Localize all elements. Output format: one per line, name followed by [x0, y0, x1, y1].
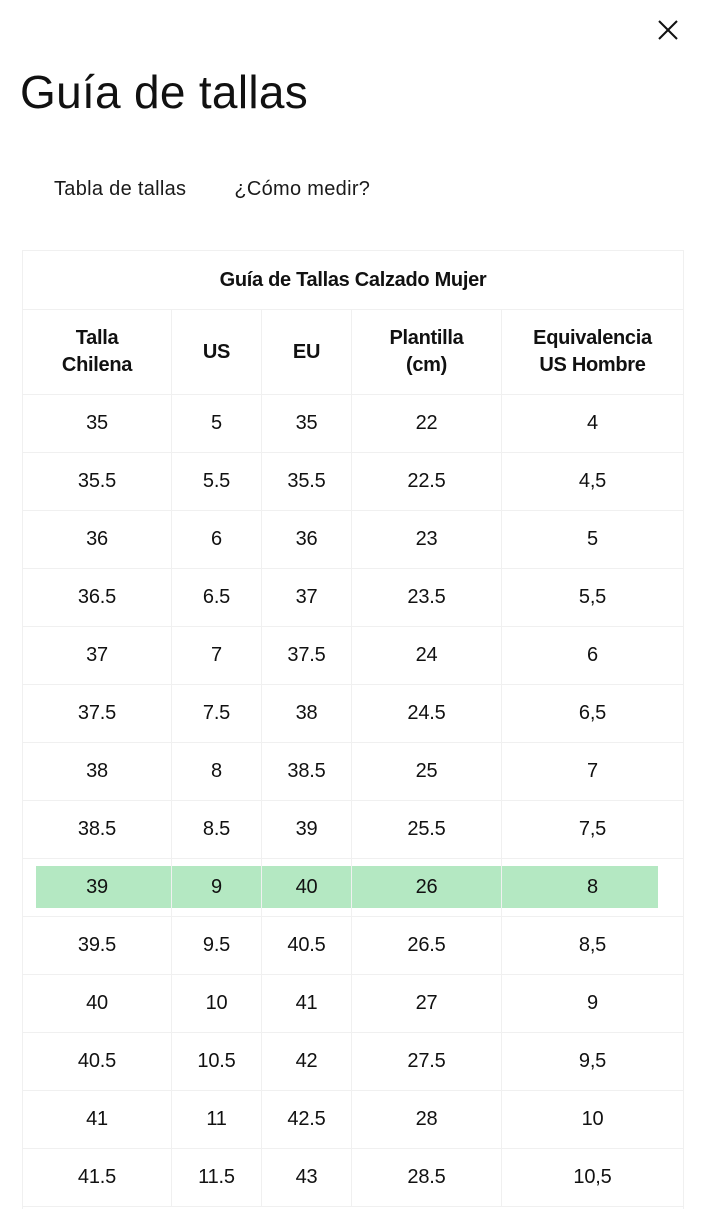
table-cell: 22	[352, 395, 502, 453]
table-cell: 8,5	[502, 917, 683, 975]
table-cell: 38	[262, 685, 352, 743]
table-cell: 35.5	[23, 453, 172, 511]
header-plantilla: Plantilla (cm)	[352, 310, 502, 395]
table-cell: 7,5	[502, 801, 683, 859]
table-cell: 11.5	[172, 1149, 262, 1207]
table-cell: 9.5	[172, 917, 262, 975]
table-cell: 28.5	[352, 1149, 502, 1207]
table-cell: 36.5	[23, 569, 172, 627]
table-cell: 6,5	[502, 685, 683, 743]
table-cell: 24.5	[352, 685, 502, 743]
table-cell: 26.5	[352, 917, 502, 975]
page-title: Guía de tallas	[20, 66, 309, 118]
table-cell: 7	[502, 743, 683, 801]
table-cell: 27	[352, 975, 502, 1033]
table-cell: 7	[172, 627, 262, 685]
table-cell: 8.5	[172, 801, 262, 859]
table-cell: 6	[172, 511, 262, 569]
size-table: Guía de Tallas Calzado Mujer Talla Chile…	[22, 250, 684, 1209]
table-cell: 25	[352, 743, 502, 801]
tab-how-to-measure[interactable]: ¿Cómo medir?	[234, 178, 371, 200]
header-eu: EU	[262, 310, 352, 395]
table-cell: 24	[352, 627, 502, 685]
table-cell: 10	[172, 975, 262, 1033]
table-cell: 4	[502, 395, 683, 453]
table-cell: 39.5	[23, 917, 172, 975]
table-cell: 35	[23, 395, 172, 453]
table-cell: 8	[172, 743, 262, 801]
table-cell: 5,5	[502, 569, 683, 627]
table-cell: 37.5	[262, 627, 352, 685]
table-cell: 42.5	[262, 1091, 352, 1149]
table-cell: 40.5	[23, 1033, 172, 1091]
table-cell: 11	[172, 1091, 262, 1149]
header-equivalencia: Equivalencia US Hombre	[502, 310, 683, 395]
table-cell: 10	[502, 1091, 683, 1149]
table-cell: 7.5	[172, 685, 262, 743]
close-icon	[658, 20, 678, 40]
table-cell: 37	[262, 569, 352, 627]
table-cell: 10.5	[172, 1033, 262, 1091]
table-cell: 37.5	[23, 685, 172, 743]
table-cell: 37	[23, 627, 172, 685]
table-cell: 5	[172, 395, 262, 453]
tab-bar: Tabla de tallas ¿Cómo medir?	[54, 174, 370, 204]
table-cell: 36	[262, 511, 352, 569]
table-cell: 40.5	[262, 917, 352, 975]
table-cell: 10,5	[502, 1149, 683, 1207]
table-cell: 43	[262, 1149, 352, 1207]
table-cell: 42	[262, 1033, 352, 1091]
table-cell: 36	[23, 511, 172, 569]
table-cell: 41.5	[23, 1149, 172, 1207]
table-cell: 40	[23, 975, 172, 1033]
table-cell: 26	[352, 859, 502, 917]
table-cell: 41	[23, 1091, 172, 1149]
table-cell: 39	[23, 859, 172, 917]
table-cell: 5	[502, 511, 683, 569]
table-cell: 41	[262, 975, 352, 1033]
table-cell: 27.5	[352, 1033, 502, 1091]
table-cell: 6	[502, 627, 683, 685]
table-cell: 23.5	[352, 569, 502, 627]
table-cell: 8	[502, 859, 683, 917]
table-cell: 9	[172, 859, 262, 917]
table-cell: 6.5	[172, 569, 262, 627]
table-cell: 5.5	[172, 453, 262, 511]
table-cell: 23	[352, 511, 502, 569]
table-cell: 28	[352, 1091, 502, 1149]
table-cell: 39	[262, 801, 352, 859]
table-cell: 9,5	[502, 1033, 683, 1091]
header-talla-chilena: Talla Chilena	[23, 310, 172, 395]
header-us: US	[172, 310, 262, 395]
table-cell: 9	[502, 975, 683, 1033]
close-button[interactable]	[652, 14, 684, 46]
table-header: Talla Chilena US EU Plantilla (cm) Equiv…	[23, 310, 683, 395]
table-caption: Guía de Tallas Calzado Mujer	[23, 251, 683, 310]
table-cell: 25.5	[352, 801, 502, 859]
table-cell: 40	[262, 859, 352, 917]
tab-size-table[interactable]: Tabla de tallas	[54, 178, 187, 200]
table-cell: 38	[23, 743, 172, 801]
table-cell: 35	[262, 395, 352, 453]
table-cell: 4,5	[502, 453, 683, 511]
table-body: 35 5 35 22 4 35.5 5.5 35.5 22.5 4,5 36 6 36 23 5 36.5 6.…	[23, 395, 683, 1207]
table-cell: 22.5	[352, 453, 502, 511]
table-cell: 38.5	[23, 801, 172, 859]
table-cell: 38.5	[262, 743, 352, 801]
table-cell: 35.5	[262, 453, 352, 511]
